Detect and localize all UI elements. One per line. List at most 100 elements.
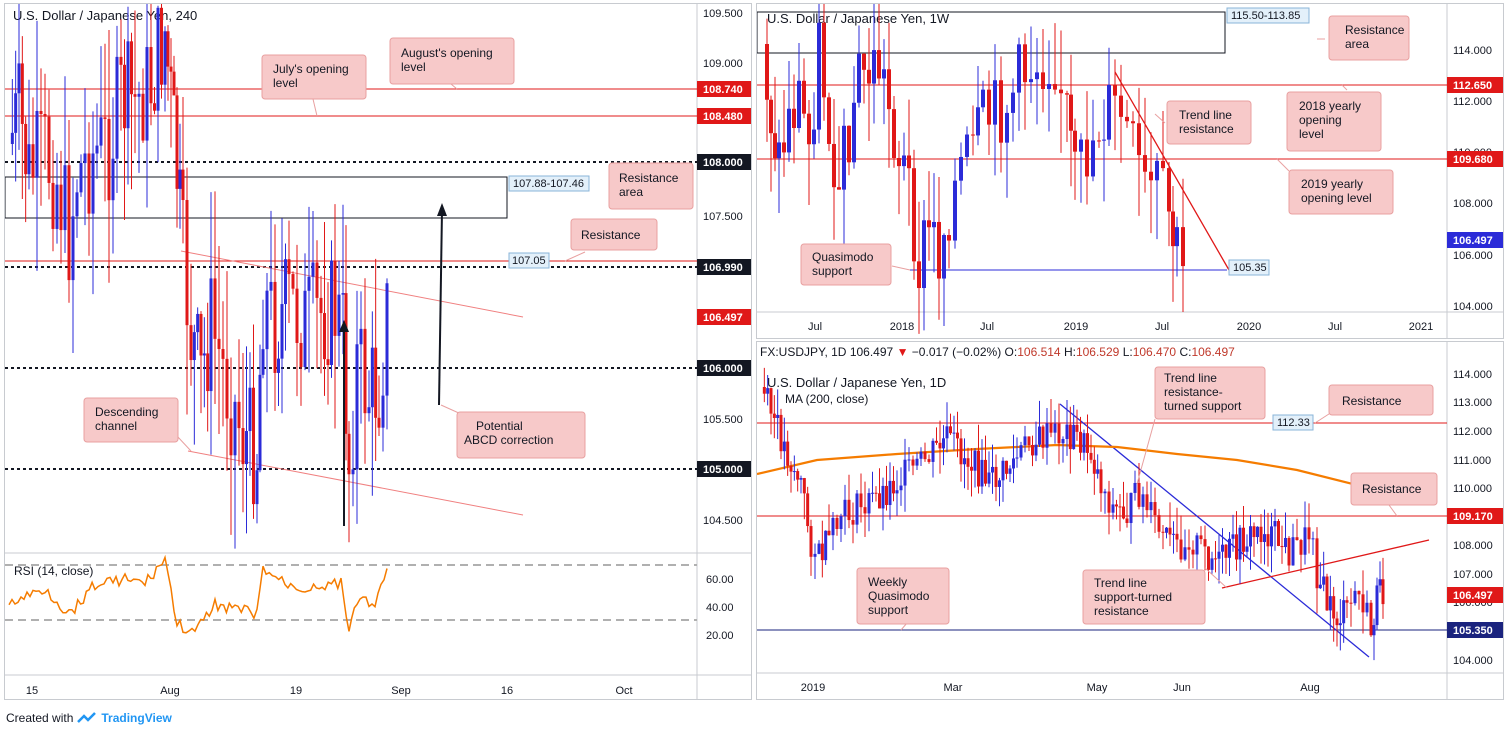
arrow-head-icon: [339, 320, 349, 332]
price-tag-text: 108.740: [703, 84, 743, 96]
chart-4h-panel[interactable]: U.S. Dollar / Japanese Yen, 240 July's o…: [4, 3, 752, 700]
label-descending-channel: Descending channel: [83, 397, 192, 452]
candle-body: [1161, 160, 1165, 169]
chart-weekly-svg[interactable]: U.S. Dollar / Japanese Yen, 1W 115.50-11…: [757, 4, 1504, 339]
chart-daily-panel[interactable]: FX:USDJPY, 1D 106.497 ▼ −0.017 (−0.02%) …: [756, 341, 1504, 700]
svg-text:Resistance: Resistance: [1345, 23, 1405, 37]
x-axis[interactable]: 2019 Mar May Jun Aug: [801, 682, 1320, 694]
candle-body: [1342, 600, 1346, 624]
price-tag-text: 106.000: [703, 363, 743, 375]
candle-body: [55, 184, 59, 229]
candle-body: [1027, 436, 1031, 446]
candle-body: [1065, 93, 1069, 95]
candle-body: [847, 125, 851, 163]
footer-brand[interactable]: TradingView: [101, 711, 172, 725]
svg-text:Resistance: Resistance: [619, 171, 679, 185]
candle-body: [1125, 116, 1129, 122]
candles-4h: [10, 4, 389, 549]
svg-text:August's opening: August's opening: [401, 46, 493, 60]
candle-body: [1249, 526, 1252, 547]
candle-body: [237, 401, 241, 429]
label-resistance-1: Resistance: [1314, 384, 1434, 424]
y-tick-label: 104.000: [1453, 655, 1493, 667]
x-tick-label: 2018: [890, 321, 914, 333]
candle-body: [824, 530, 828, 561]
candle-body: [1047, 84, 1051, 90]
price-tag: [1447, 77, 1503, 93]
candle-body: [252, 387, 255, 505]
y-tick-label: 108.000: [1453, 540, 1493, 552]
candle-body: [241, 428, 245, 465]
candle-body: [1199, 535, 1203, 540]
candle-body: [245, 431, 248, 465]
svg-text:2018 yearly: 2018 yearly: [1299, 99, 1361, 113]
price-tag: [1447, 151, 1503, 167]
candle-body: [17, 63, 21, 94]
candle-body: [859, 493, 863, 508]
y-tick-label: 112.000: [1453, 426, 1492, 438]
candle-body: [843, 499, 847, 517]
candle-body: [797, 80, 801, 129]
y-tick-label: 110.000: [1453, 483, 1492, 495]
chart-weekly-panel[interactable]: U.S. Dollar / Japanese Yen, 1W 115.50-11…: [756, 3, 1504, 339]
candle-body: [812, 129, 816, 145]
candle-body: [855, 493, 859, 525]
candle-body: [832, 143, 836, 188]
candle-body: [295, 288, 299, 343]
candle-body: [1280, 545, 1284, 548]
candle-body: [966, 458, 970, 467]
chart-daily-svg[interactable]: FX:USDJPY, 1D 106.497 ▼ −0.017 (−0.02%) …: [757, 342, 1504, 700]
svg-text:July's opening: July's opening: [273, 62, 349, 76]
candle-body: [347, 433, 351, 475]
candle-body: [1111, 504, 1115, 513]
candle-body: [1118, 506, 1122, 508]
candle-body: [903, 459, 907, 486]
candle-body: [1141, 494, 1145, 507]
svg-text:level: level: [401, 60, 426, 74]
candle-body: [381, 395, 385, 428]
candle-body: [902, 155, 906, 167]
candles-weekly: [765, 4, 1185, 334]
candle-body: [882, 69, 886, 79]
candle-body: [839, 516, 843, 529]
chart-4h-svg[interactable]: U.S. Dollar / Japanese Yen, 240 July's o…: [5, 4, 752, 700]
candle-body: [1061, 439, 1065, 444]
candle-body: [852, 102, 856, 163]
x-axis[interactable]: Jul 2018 Jul 2019 Jul 2020 Jul 2021: [808, 321, 1433, 333]
candle-body: [1270, 526, 1273, 547]
x-axis[interactable]: 15 Aug 19 Sep 16 Oct: [26, 685, 633, 697]
candle-body: [43, 113, 47, 117]
label-open-2018: 2018 yearly opening level: [1286, 84, 1382, 152]
candle-body: [149, 47, 153, 104]
candle-body: [47, 116, 51, 183]
candle-body: [817, 22, 821, 130]
svg-text:support-turned: support-turned: [1094, 590, 1172, 604]
candle-body: [1012, 458, 1015, 469]
candle-body: [35, 111, 39, 178]
candle-body: [1041, 426, 1045, 448]
svg-text:turned support: turned support: [1164, 399, 1242, 413]
footer-text: Created with: [6, 711, 74, 725]
candle-body: [1023, 44, 1027, 83]
resistance-area-zone: [5, 176, 508, 219]
x-tick-label: 2020: [1237, 321, 1261, 333]
svg-text:Trend line: Trend line: [1179, 108, 1232, 122]
candle-body: [1041, 72, 1045, 90]
candle-body: [1029, 79, 1033, 83]
candle-body: [1069, 94, 1073, 131]
x-tick-label: Oct: [615, 685, 632, 697]
candle-body: [1023, 436, 1027, 446]
candle-body: [762, 387, 766, 394]
candle-body: [1361, 594, 1365, 613]
price-tag: [1447, 622, 1503, 638]
candle-body: [998, 480, 1001, 487]
candle-body: [1065, 424, 1069, 440]
price-tag: [697, 81, 751, 97]
candle-body: [949, 426, 952, 434]
candle-body: [802, 478, 806, 494]
ma-label: MA (200, close): [785, 392, 868, 406]
svg-text:Descending: Descending: [95, 405, 158, 419]
y-tick-label: 105.500: [703, 414, 743, 426]
candle-body: [370, 347, 374, 408]
svg-text:Resistance: Resistance: [1362, 482, 1422, 496]
